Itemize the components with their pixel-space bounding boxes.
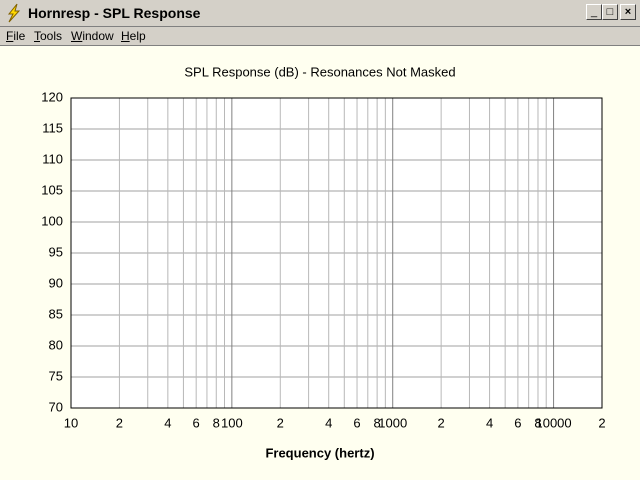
y-tick-label: 90: [49, 275, 63, 290]
x-tick-label: 8: [374, 415, 381, 430]
x-tick-label: 4: [325, 415, 332, 430]
x-tick-label: 8: [534, 415, 541, 430]
maximize-button[interactable]: □: [602, 4, 618, 20]
y-tick-label: 105: [41, 182, 63, 197]
x-tick-label: 4: [164, 415, 171, 430]
x-tick-label: 6: [514, 415, 521, 430]
x-tick-label: 6: [193, 415, 200, 430]
menu-bar: File Tools Window Help: [0, 27, 640, 46]
y-tick-label: 115: [42, 120, 63, 135]
y-tick-label: 95: [49, 244, 63, 259]
x-axis-label: Frequency (hertz): [265, 445, 374, 460]
chart-title: SPL Response (dB) - Resonances Not Maske…: [184, 64, 455, 79]
menu-item[interactable]: Help: [121, 29, 146, 43]
app-icon: [7, 3, 21, 23]
minimize-button[interactable]: _: [586, 4, 602, 20]
menu-item[interactable]: Window: [71, 29, 114, 43]
y-tick-label: 120: [41, 89, 63, 104]
x-tick-label: 2: [116, 415, 123, 430]
x-tick-label: 6: [353, 415, 360, 430]
x-tick-label: 100: [221, 415, 243, 430]
x-tick-label: 10: [64, 415, 78, 430]
x-tick-label: 4: [486, 415, 493, 430]
title-bar: Hornresp - SPL Response _ □ ×: [0, 0, 640, 27]
x-tick-label: 2: [277, 415, 284, 430]
x-tick-label: 2: [598, 415, 605, 430]
plot-border: [70, 97, 603, 409]
close-button[interactable]: ×: [620, 4, 636, 20]
y-tick-label: 70: [49, 399, 63, 414]
menu-item[interactable]: File: [6, 29, 26, 43]
x-tick-label: 8: [213, 415, 220, 430]
y-tick-label: 75: [49, 368, 63, 383]
x-tick-label: 10000: [535, 415, 571, 430]
x-tick-label: 2: [438, 415, 445, 430]
chart: SPL Response (dB) - Resonances Not Maske…: [0, 46, 640, 480]
y-tick-label: 80: [49, 337, 63, 352]
y-tick-label: 100: [41, 213, 63, 228]
x-tick-label: 1000: [378, 415, 407, 430]
y-tick-label: 110: [42, 151, 63, 166]
menu-item[interactable]: Tools: [34, 29, 63, 43]
y-tick-label: 85: [49, 306, 63, 321]
window-title: Hornresp - SPL Response: [28, 5, 201, 21]
